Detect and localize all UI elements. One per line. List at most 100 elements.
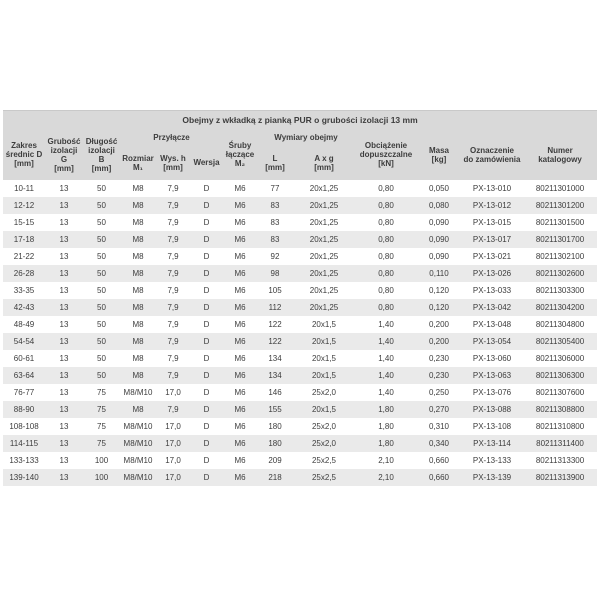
table-cell: 80211301200: [523, 197, 598, 214]
table-cell: D: [190, 452, 223, 469]
table-cell: PX-13-114: [461, 435, 523, 452]
table-cell: M8/M10: [120, 384, 156, 401]
table-cell: PX-13-108: [461, 418, 523, 435]
table-cell: 50: [83, 282, 120, 299]
table-cell: 75: [83, 384, 120, 401]
table-cell: 20x1,5: [293, 401, 355, 418]
table-cell: 77: [257, 180, 293, 197]
col-header-obciazenie: Obciążenie dopuszczalne [kN]: [355, 129, 417, 180]
table-cell: 1,40: [355, 384, 417, 401]
table-cell: 10-11: [3, 180, 45, 197]
table-cell: 17,0: [156, 469, 190, 486]
table-cell: M8: [120, 282, 156, 299]
table-cell: 13: [45, 316, 83, 333]
table-cell: D: [190, 265, 223, 282]
table-cell: M6: [223, 316, 257, 333]
table-row: 114-115 13 75 M8/M10 17,0 D M6 180 25x2,0 1,80 0,3…: [3, 435, 598, 452]
table-cell: 13: [45, 265, 83, 282]
table-cell: 0,310: [417, 418, 461, 435]
table-cell: M8: [120, 299, 156, 316]
table-cell: 20x1,5: [293, 367, 355, 384]
table-cell: 1,40: [355, 367, 417, 384]
table-cell: PX-13-026: [461, 265, 523, 282]
table-cell: M8/M10: [120, 418, 156, 435]
table-cell: 0,230: [417, 367, 461, 384]
table-row: 60-61 13 50 M8 7,9 D M6 134 20x1,5 1,40 0,230 PX-13…: [3, 350, 598, 367]
table-cell: M6: [223, 401, 257, 418]
table-cell: 134: [257, 367, 293, 384]
table-cell: 20x1,25: [293, 248, 355, 265]
table-cell: 20x1,25: [293, 214, 355, 231]
table-cell: 0,090: [417, 248, 461, 265]
table-cell: 80211313300: [523, 452, 598, 469]
table-cell: 0,80: [355, 197, 417, 214]
table-cell: 80211301700: [523, 231, 598, 248]
table-title-row: Obejmy z wkładką z pianką PUR o grubości…: [3, 110, 598, 129]
table-cell: 17-18: [3, 231, 45, 248]
table-cell: 7,9: [156, 316, 190, 333]
table-cell: 7,9: [156, 401, 190, 418]
table-cell: 13: [45, 435, 83, 452]
table-cell: M8: [120, 350, 156, 367]
table-cell: 80211301000: [523, 180, 598, 197]
table-cell: 42-43: [3, 299, 45, 316]
table-cell: 155: [257, 401, 293, 418]
table-cell: 80211311400: [523, 435, 598, 452]
table-cell: 92: [257, 248, 293, 265]
table-cell: 13: [45, 231, 83, 248]
col-group-przylacze: Przyłącze: [120, 129, 223, 145]
table-row: 26-28 13 50 M8 7,9 D M6 98 20x1,25 0,80 0,110 PX-13…: [3, 265, 598, 282]
table-cell: D: [190, 180, 223, 197]
table-cell: M8: [120, 197, 156, 214]
table-cell: 83: [257, 214, 293, 231]
table-cell: M8: [120, 401, 156, 418]
table-cell: 50: [83, 367, 120, 384]
table-cell: 13: [45, 333, 83, 350]
table-cell: PX-13-054: [461, 333, 523, 350]
table-cell: 12-12: [3, 197, 45, 214]
table-cell: 1,40: [355, 350, 417, 367]
col-header-numer-katalogowy: Numer katalogowy: [523, 129, 598, 180]
table-cell: 80211302100: [523, 248, 598, 265]
table-row: 88-90 13 75 M8 7,9 D M6 155 20x1,5 1,80 0,270 PX-13…: [3, 401, 598, 418]
table-row: 10-11 13 50 M8 7,9 D M6 77 20x1,25 0,80 0,050 PX-13…: [3, 180, 598, 197]
table-cell: M8: [120, 248, 156, 265]
table-cell: PX-13-017: [461, 231, 523, 248]
table-cell: 98: [257, 265, 293, 282]
col-header-axg: A x g [mm]: [293, 145, 355, 180]
table-cell: D: [190, 299, 223, 316]
col-header-wersja: Wersja: [190, 145, 223, 180]
table-cell: 7,9: [156, 231, 190, 248]
table-body: 10-11 13 50 M8 7,9 D M6 77 20x1,25 0,80 0,050 PX-13…: [3, 180, 598, 486]
table-cell: M8/M10: [120, 435, 156, 452]
table-cell: 139-140: [3, 469, 45, 486]
table-cell: M6: [223, 180, 257, 197]
table-cell: 17,0: [156, 452, 190, 469]
table-cell: 13: [45, 452, 83, 469]
table-cell: 20x1,25: [293, 231, 355, 248]
table-cell: M8: [120, 231, 156, 248]
table-cell: D: [190, 367, 223, 384]
table-row: 54-54 13 50 M8 7,9 D M6 122 20x1,5 1,40 0,200 PX-13…: [3, 333, 598, 350]
table-cell: 7,9: [156, 367, 190, 384]
table-cell: 0,110: [417, 265, 461, 282]
table-cell: 25x2,0: [293, 435, 355, 452]
table-cell: M6: [223, 231, 257, 248]
table-cell: PX-13-076: [461, 384, 523, 401]
table-cell: 7,9: [156, 265, 190, 282]
table-cell: 20x1,25: [293, 299, 355, 316]
table-row: 17-18 13 50 M8 7,9 D M6 83 20x1,25 0,80 0,090 PX-13…: [3, 231, 598, 248]
table-cell: PX-13-063: [461, 367, 523, 384]
table-cell: 0,660: [417, 469, 461, 486]
table-cell: 50: [83, 231, 120, 248]
table-cell: PX-13-021: [461, 248, 523, 265]
table-cell: M6: [223, 367, 257, 384]
table-cell: M6: [223, 248, 257, 265]
header-group-row: Zakres średnic D [mm] Grubość izolacji G…: [3, 129, 598, 180]
table-cell: 1,80: [355, 401, 417, 418]
table-row: 76-77 13 75 M8/M10 17,0 D M6 146 25x2,0 1,40 0,250…: [3, 384, 598, 401]
table-cell: 13: [45, 180, 83, 197]
table-cell: 20x1,25: [293, 180, 355, 197]
table-cell: 114-115: [3, 435, 45, 452]
